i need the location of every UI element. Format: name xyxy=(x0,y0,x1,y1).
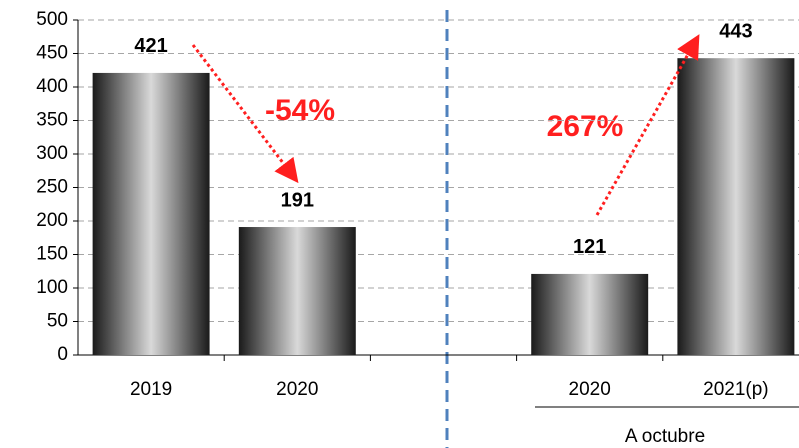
y-tick-label: 150 xyxy=(36,244,68,265)
y-tick-label: 300 xyxy=(36,143,68,164)
bar xyxy=(677,58,795,355)
x-tick-label: 2020 xyxy=(276,379,318,400)
change-annotation: -54% xyxy=(265,94,335,127)
x-tick-label: 2019 xyxy=(130,379,172,400)
x-tick-label: 2021(p) xyxy=(703,379,769,400)
y-tick-label: 50 xyxy=(47,311,68,332)
y-tick-label: 200 xyxy=(36,210,68,231)
bar xyxy=(238,227,356,355)
y-tick-label: 100 xyxy=(36,277,68,298)
bar xyxy=(92,72,210,356)
y-tick-label: 500 xyxy=(36,9,68,30)
change-annotation: 267% xyxy=(547,110,624,143)
group-label: A octubre xyxy=(625,426,705,447)
value-label: 121 xyxy=(573,236,606,258)
value-label: 421 xyxy=(134,35,167,57)
y-tick-label: 0 xyxy=(57,344,68,365)
y-tick-label: 450 xyxy=(36,43,68,64)
value-label: 443 xyxy=(719,20,752,42)
y-tick-label: 250 xyxy=(36,177,68,198)
y-tick-label: 400 xyxy=(36,76,68,97)
bar xyxy=(531,273,649,355)
x-tick-label: 2020 xyxy=(569,379,611,400)
value-label: 191 xyxy=(281,189,314,211)
y-tick-label: 350 xyxy=(36,110,68,131)
